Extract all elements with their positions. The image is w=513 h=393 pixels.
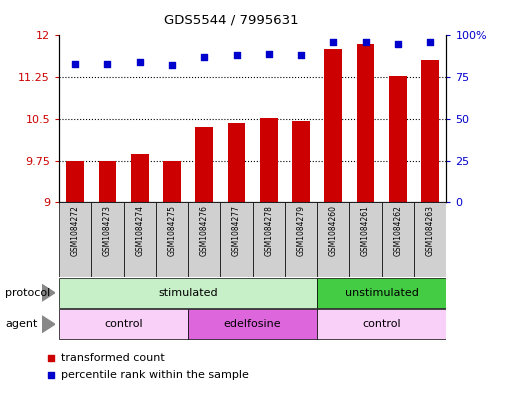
Text: GSM1084275: GSM1084275 — [167, 205, 176, 255]
Text: GSM1084260: GSM1084260 — [329, 205, 338, 255]
Point — [168, 62, 176, 68]
Text: GSM1084272: GSM1084272 — [71, 205, 80, 255]
Text: GDS5544 / 7995631: GDS5544 / 7995631 — [164, 14, 298, 27]
Polygon shape — [42, 316, 55, 332]
Bar — [124, 202, 156, 277]
Text: GSM1084263: GSM1084263 — [426, 205, 435, 255]
Text: protocol: protocol — [5, 288, 50, 298]
Polygon shape — [42, 285, 55, 301]
Bar — [228, 123, 245, 202]
Point — [71, 61, 79, 67]
Point — [362, 39, 370, 45]
Text: control: control — [104, 319, 143, 329]
Point — [46, 355, 55, 361]
Bar — [188, 202, 221, 277]
Bar — [66, 161, 84, 202]
Text: transformed count: transformed count — [62, 353, 165, 363]
Text: agent: agent — [5, 319, 37, 329]
Bar — [414, 202, 446, 277]
Text: percentile rank within the sample: percentile rank within the sample — [62, 370, 249, 380]
Bar — [349, 202, 382, 277]
Bar — [156, 202, 188, 277]
Bar — [324, 49, 342, 202]
Point — [200, 54, 208, 60]
Bar — [188, 309, 317, 339]
Bar — [221, 202, 252, 277]
Point — [135, 59, 144, 65]
Bar — [389, 76, 407, 202]
Text: GSM1084278: GSM1084278 — [264, 205, 273, 255]
Text: GSM1084274: GSM1084274 — [135, 205, 144, 255]
Bar — [285, 202, 317, 277]
Point — [394, 40, 402, 47]
Bar — [195, 127, 213, 202]
Bar — [292, 121, 310, 202]
Bar — [163, 161, 181, 202]
Bar — [357, 44, 374, 202]
Bar — [59, 202, 91, 277]
Text: unstimulated: unstimulated — [345, 288, 419, 298]
Bar — [59, 278, 317, 308]
Bar — [59, 309, 188, 339]
Text: stimulated: stimulated — [159, 288, 218, 298]
Bar — [317, 278, 446, 308]
Text: GSM1084276: GSM1084276 — [200, 205, 209, 255]
Point — [297, 52, 305, 59]
Bar — [98, 161, 116, 202]
Bar — [91, 202, 124, 277]
Point — [426, 39, 435, 45]
Point — [232, 52, 241, 59]
Bar — [131, 154, 149, 202]
Bar — [382, 202, 414, 277]
Text: GSM1084261: GSM1084261 — [361, 205, 370, 255]
Text: GSM1084262: GSM1084262 — [393, 205, 402, 255]
Text: GSM1084273: GSM1084273 — [103, 205, 112, 255]
Text: control: control — [363, 319, 401, 329]
Point — [265, 51, 273, 57]
Bar — [252, 202, 285, 277]
Point — [103, 61, 111, 67]
Text: GSM1084277: GSM1084277 — [232, 205, 241, 255]
Bar — [317, 202, 349, 277]
Point — [46, 372, 55, 378]
Text: GSM1084279: GSM1084279 — [297, 205, 306, 255]
Bar — [421, 61, 439, 202]
Point — [329, 39, 338, 45]
Bar — [260, 118, 278, 202]
Bar — [317, 309, 446, 339]
Text: edelfosine: edelfosine — [224, 319, 282, 329]
